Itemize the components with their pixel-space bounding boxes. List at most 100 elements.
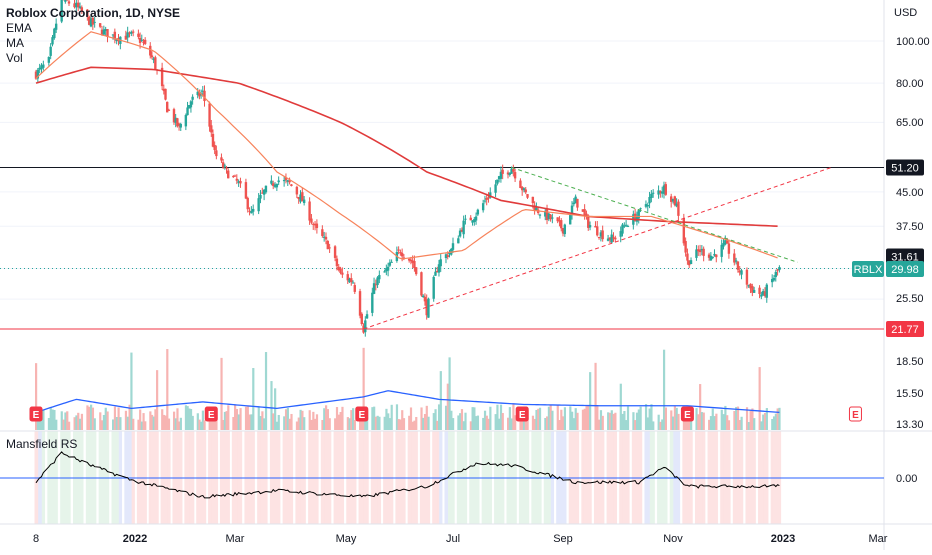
ticker-label-badge-text: RBLX [854,264,883,276]
legend-ema[interactable]: EMA [6,21,180,36]
candle-body [224,166,226,167]
candle-body [239,181,241,183]
candle-body [354,285,356,292]
candle-body [276,184,278,187]
earnings-marker[interactable]: E [516,407,528,421]
volume-bar [252,368,254,430]
earnings-marker[interactable]: E [30,407,42,421]
candle-body [415,267,417,274]
ticker-price-badge-text: 29.98 [891,264,919,276]
price-tick-label: 18.50 [896,356,924,368]
candle-body [390,262,392,263]
price-tick-label: 65.00 [896,117,924,129]
volume-bar [614,413,616,430]
time-tick-label: 2023 [771,533,795,545]
candle-body [525,189,527,192]
candle-body [257,198,259,211]
candle-body [350,278,352,282]
candle-body [316,224,318,228]
candle-body [711,257,713,258]
candle-body [690,260,692,264]
candle-body [168,110,170,111]
candle-body [569,215,571,224]
candle-body [560,220,562,228]
price-tick-label: 25.50 [896,293,924,305]
candle-body [526,194,528,198]
candle-body [366,314,368,318]
earnings-marker[interactable]: E [849,407,861,421]
earnings-marker[interactable]: E [356,407,368,421]
candle-body [728,244,730,254]
earnings-marker[interactable]: E [205,407,217,421]
candle-body [190,101,192,107]
candle-body [496,180,498,184]
candle-body [389,263,391,266]
volume-bar [341,407,343,430]
earnings-label: E [358,410,365,421]
volume-bar [665,408,667,430]
candle-body [433,277,435,299]
candle-body [652,193,654,194]
candle-body [519,181,521,188]
volume-bar [753,418,755,430]
candle-body [715,255,717,258]
volume-bar [68,422,70,430]
candle-body [720,245,722,257]
candle-body [775,272,777,277]
candle-body [64,0,66,2]
candle-body [551,218,553,219]
resistance-badge: 51.20 [886,159,924,175]
support-badge-text: 21.77 [891,324,919,336]
candle-body [737,261,739,269]
candle-body [539,215,541,216]
volume-bar [715,414,717,430]
candle-body [290,184,292,186]
candle-body [773,278,775,280]
rs-tick-label: 0.00 [896,473,917,485]
volume-bar [640,407,642,430]
earnings-marker[interactable]: E [681,407,693,421]
candle-body [457,238,459,243]
volume-bar [489,407,491,430]
candle-body [164,89,166,100]
candle-body [222,162,224,167]
candle-body [277,181,279,183]
candle-body [185,115,187,126]
volume-bar [119,417,121,430]
candle-body [647,205,649,206]
price-tick-label: 80.00 [896,78,924,90]
candle-body [766,285,768,298]
volume-bar [329,418,331,430]
candle-body [325,237,327,240]
volume-bar [403,418,405,430]
candle-body [208,103,210,126]
candle-body [186,107,188,115]
price-axis: USD100.0080.0065.0045.0037.5025.5018.501… [894,7,930,485]
volume-bar [464,413,466,430]
volume-bar [278,415,280,430]
candle-body [598,237,600,238]
candle-body [494,184,496,192]
candle-body [234,176,236,177]
volume-bar [303,417,305,430]
volume-bar [354,420,356,430]
candle-body [477,210,479,215]
time-tick-label: Jul [446,533,460,545]
candle-body [259,195,261,199]
volume-bar [589,372,591,430]
volume-bar [144,421,146,430]
candle-body [364,320,366,332]
volume-bar [227,405,229,430]
volume-bar [192,416,194,430]
legend-vol[interactable]: Vol [6,51,180,66]
legend-ma[interactable]: MA [6,36,180,51]
time-tick-label: Sep [553,533,573,545]
candle-body [576,199,578,208]
candle-body [213,145,215,150]
ma-line [36,67,778,226]
candle-body [753,290,755,293]
earnings-label: E [684,410,691,421]
falling-trendline[interactable] [512,167,798,262]
earnings-label: E [852,410,859,421]
